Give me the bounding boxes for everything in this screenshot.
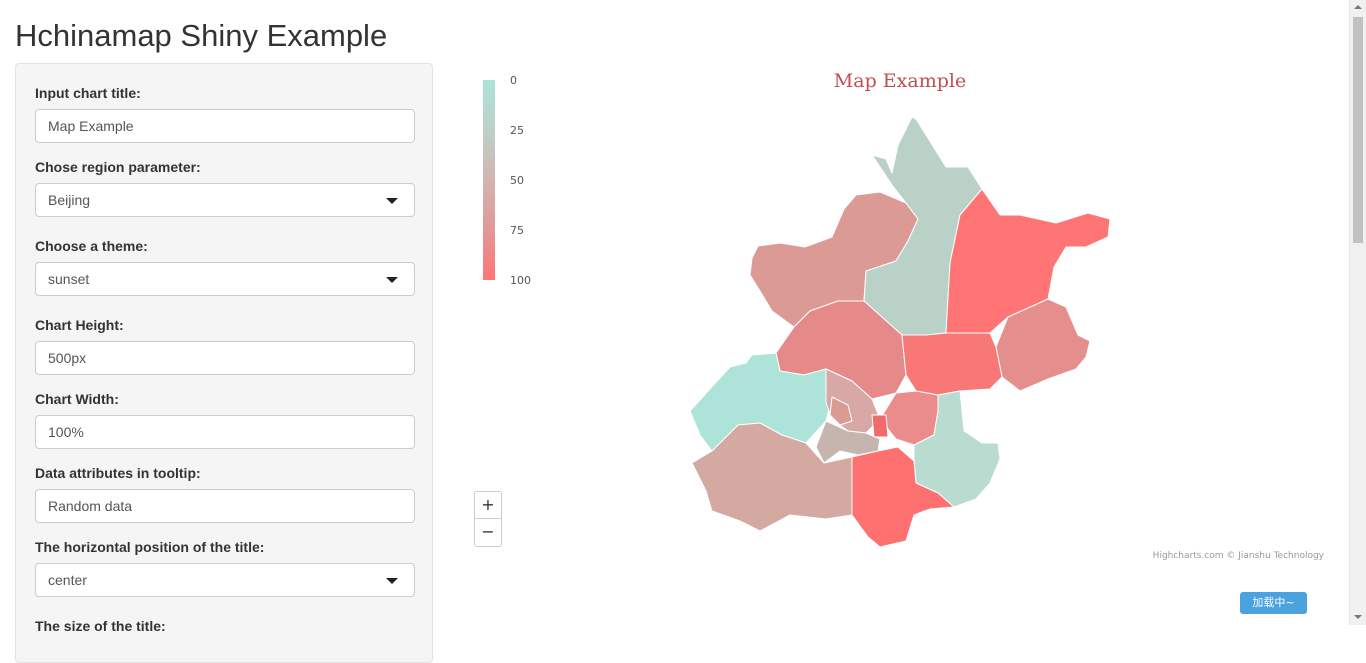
zoom-in-button[interactable]: + (474, 491, 502, 519)
map-title: Map Example (834, 70, 966, 92)
scroll-up-icon[interactable] (1354, 5, 1362, 9)
map-credits[interactable]: Highcharts.com © Jianshu Technology (1153, 551, 1325, 561)
title-size-label: The size of the title: (35, 618, 166, 634)
district-core[interactable] (871, 414, 889, 438)
page-title: Hchinamap Shiny Example (15, 18, 388, 53)
map-chart: Map Example 0 25 50 75 100 (483, 70, 1325, 561)
chart-title-field: Input chart title: (35, 83, 415, 143)
theme-label: Choose a theme: (35, 238, 148, 254)
chart-width-input[interactable] (35, 415, 415, 449)
chart-title-label: Input chart title: (35, 85, 141, 101)
color-legend-bar (483, 80, 495, 280)
scroll-down-icon[interactable] (1354, 615, 1362, 619)
region-select-value: Beijing (48, 192, 91, 208)
caret-down-icon (386, 198, 398, 204)
title-position-field: The horizontal position of the title: ce… (35, 537, 415, 597)
sidebar-panel: Input chart title: Chose region paramete… (15, 63, 433, 663)
legend-tick-100: 100 (510, 274, 531, 287)
legend-tick-0: 0 (510, 74, 517, 87)
tooltip-attr-label: Data attributes in tooltip: (35, 465, 201, 481)
chart-height-input[interactable] (35, 341, 415, 375)
legend-tick-25: 25 (510, 124, 524, 137)
district-daxing[interactable] (851, 446, 955, 548)
legend-tick-75: 75 (510, 224, 524, 237)
district-tongzhou[interactable] (913, 390, 1001, 508)
loading-badge: 加载中~ (1240, 592, 1307, 614)
scroll-thumb[interactable] (1353, 17, 1363, 243)
title-position-label: The horizontal position of the title: (35, 539, 265, 555)
theme-select[interactable]: sunset (35, 262, 415, 296)
region-select[interactable]: Beijing (35, 183, 415, 217)
caret-down-icon (386, 277, 398, 283)
region-field: Chose region parameter: Beijing (35, 157, 415, 217)
theme-field: Choose a theme: sunset (35, 236, 415, 296)
page-scrollbar[interactable] (1349, 0, 1366, 625)
chart-width-label: Chart Width: (35, 391, 119, 407)
title-size-field: The size of the title: (35, 616, 415, 636)
chart-title-input[interactable] (35, 109, 415, 143)
chart-height-label: Chart Height: (35, 317, 124, 333)
chart-width-field: Chart Width: (35, 389, 415, 449)
title-position-select[interactable]: center (35, 563, 415, 597)
chart-height-field: Chart Height: (35, 315, 415, 375)
legend-tick-50: 50 (510, 174, 524, 187)
map-panel: Map Example 0 25 50 75 100 (460, 63, 1340, 625)
region-label: Chose region parameter: (35, 159, 201, 175)
tooltip-attr-input[interactable] (35, 489, 415, 523)
district-shunyi[interactable] (901, 332, 1003, 396)
zoom-out-button[interactable]: − (474, 519, 502, 547)
district-shijingshan[interactable] (829, 396, 853, 426)
tooltip-attr-field: Data attributes in tooltip: (35, 463, 415, 523)
district-miyun[interactable] (945, 188, 1111, 334)
title-position-select-value: center (48, 572, 87, 588)
theme-select-value: sunset (48, 271, 90, 287)
caret-down-icon (386, 578, 398, 584)
